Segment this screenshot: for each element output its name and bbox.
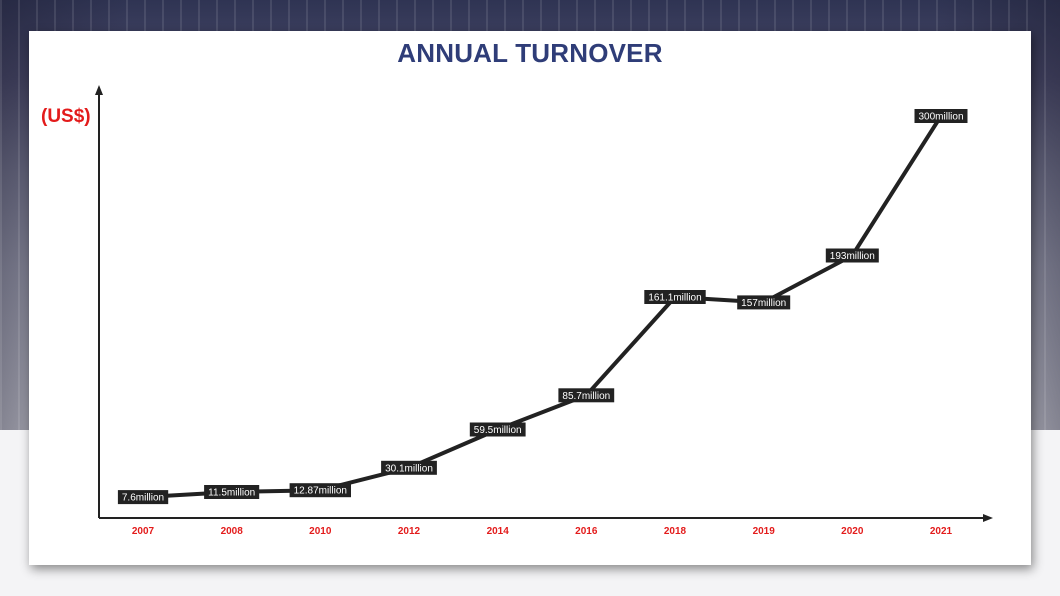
chart-title: ANNUAL TURNOVER	[397, 38, 663, 68]
x-tick-label: 2010	[309, 526, 332, 537]
svg-text:30.1million: 30.1million	[385, 463, 433, 474]
svg-text:12.87million: 12.87million	[294, 486, 347, 497]
x-tick-label: 2012	[398, 526, 421, 537]
svg-text:85.7million: 85.7million	[562, 391, 610, 402]
svg-text:7.6million: 7.6million	[122, 493, 164, 504]
x-tick-label: 2008	[221, 526, 244, 537]
series-line	[142, 114, 943, 500]
svg-text:59.5million: 59.5million	[474, 425, 522, 436]
data-label: 161.1million	[644, 290, 706, 304]
svg-text:157million: 157million	[741, 298, 786, 309]
data-label: 12.87million	[289, 483, 351, 498]
y-axis-unit-label: (US$)	[41, 106, 91, 127]
x-tick-label: 2007	[132, 526, 155, 537]
x-tick-label: 2019	[753, 526, 776, 537]
data-label: 157million	[737, 295, 791, 310]
svg-text:11.5million: 11.5million	[208, 488, 255, 499]
data-label: 30.1million	[381, 460, 437, 475]
data-label: 11.5million	[204, 485, 260, 499]
data-label: 85.7million	[558, 388, 615, 403]
x-tick-label: 2020	[841, 526, 864, 537]
data-labels: 7.6million 11.5million 12.87million 30.1mil…	[117, 109, 968, 505]
data-label: 193million	[825, 248, 879, 263]
data-label: 7.6million	[117, 490, 169, 505]
chart-card	[29, 31, 1031, 565]
svg-text:193million: 193million	[830, 251, 875, 262]
data-label: 300million	[914, 109, 968, 123]
x-tick-label: 2018	[664, 526, 687, 537]
data-label: 59.5million	[469, 422, 526, 437]
x-tick-label: 2021	[930, 526, 953, 537]
x-tick-label: 2016	[575, 526, 598, 537]
series-group	[142, 114, 943, 500]
svg-text:300million: 300million	[918, 112, 963, 123]
svg-text:161.1million: 161.1million	[648, 293, 701, 304]
x-tick-label: 2014	[487, 526, 510, 537]
x-tick-labels: 2007 2008 2010 2012 2014 2016 2018 2019 2020 2021	[132, 526, 953, 537]
